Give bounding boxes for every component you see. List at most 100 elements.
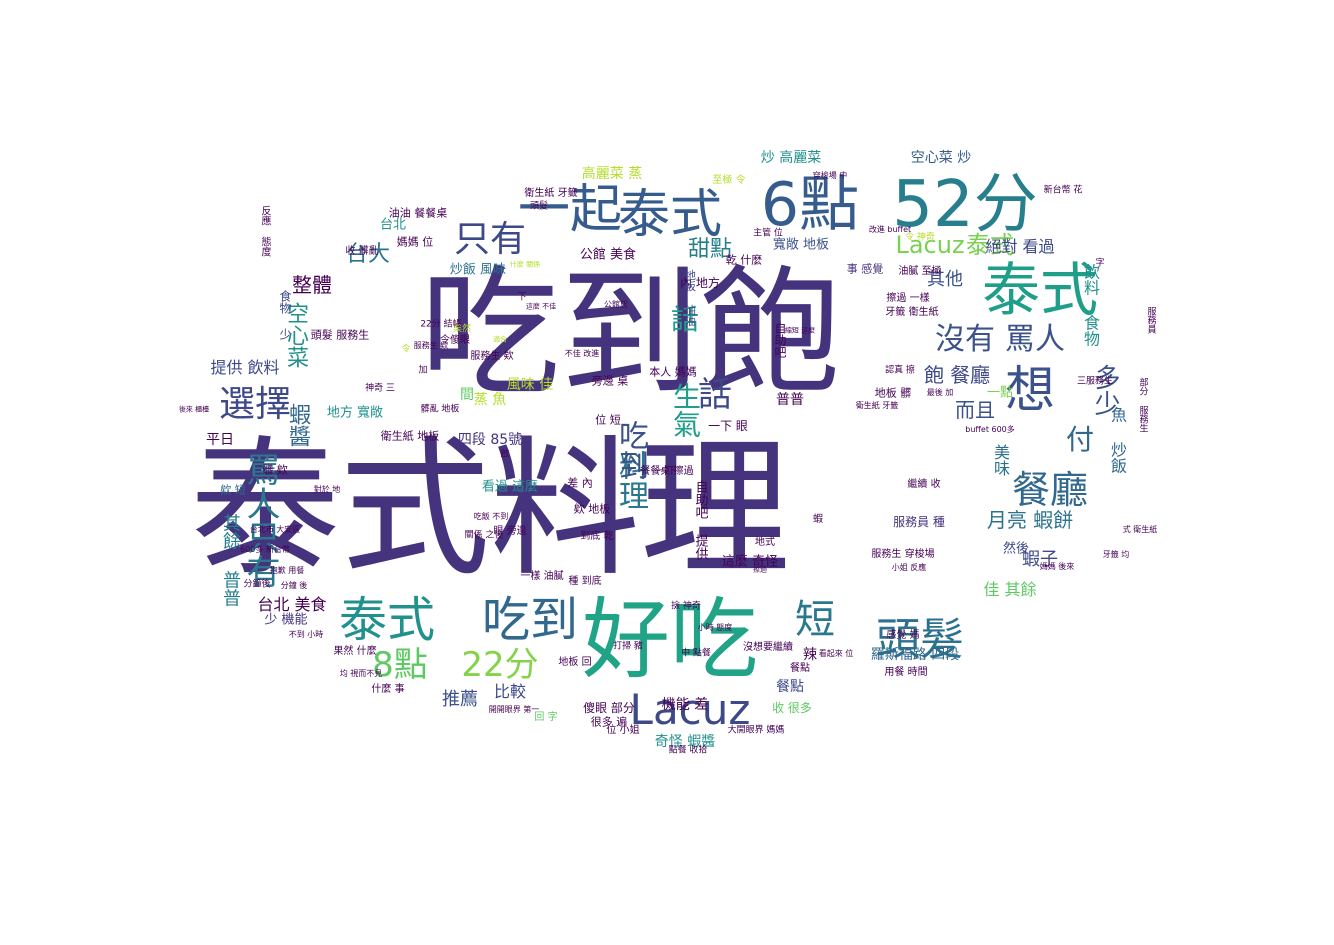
cloud-word: 媽媽 位: [396, 235, 434, 249]
cloud-word: 髒 欸: [262, 463, 288, 477]
cloud-word: 什麼 關係: [509, 260, 541, 269]
cloud-word: 平日: [206, 432, 234, 448]
cloud-word: 關係 之後: [464, 530, 504, 541]
cloud-word: 一點: [986, 385, 1014, 401]
cloud-word: 均 視而不見: [339, 669, 383, 678]
cloud-word: 台北 美食: [257, 595, 327, 614]
cloud-word: 高麗菜 蒸: [581, 166, 643, 182]
cloud-word: 油膩 至極: [898, 266, 942, 277]
cloud-word: buffet 600多: [965, 425, 1015, 434]
cloud-word: 看過 這麼: [481, 479, 539, 495]
cloud-word: 22分: [461, 645, 539, 685]
cloud-word: 提供 飲料: [210, 358, 280, 377]
cloud-word: 短: [795, 597, 835, 643]
cloud-word: 話: [698, 375, 732, 415]
cloud-word: 8點: [372, 645, 428, 685]
cloud-word: 欸 地板: [573, 502, 611, 516]
cloud-word: 佳 其餘: [983, 580, 1037, 599]
cloud-word: 服務生 欸: [470, 351, 514, 362]
cloud-word: 泰式: [338, 592, 436, 648]
cloud-word: 沒有: [935, 322, 995, 357]
cloud-word: 6點: [760, 170, 860, 240]
cloud-word: 頭髮: [529, 201, 549, 212]
cloud-word: 一下 眼: [708, 419, 748, 433]
cloud-word: 生氣: [669, 382, 702, 438]
cloud-word: 這麼 不佳: [525, 302, 557, 311]
cloud-word: 反應 態度: [259, 205, 270, 257]
cloud-word: 炒飯 風味: [449, 262, 507, 278]
cloud-word: 牙籤 衛生紙: [885, 307, 939, 318]
cloud-word: 什麼 事: [371, 684, 405, 695]
cloud-word: 地方 寬敞: [326, 405, 384, 421]
cloud-word: 適合: [493, 335, 507, 344]
cloud-word: 開開眼界 第一: [488, 705, 540, 714]
cloud-word: 而且: [955, 398, 995, 422]
cloud-word: 一下: [657, 466, 677, 477]
cloud-word: 加: [418, 365, 428, 376]
cloud-word: 回 字: [534, 712, 558, 723]
cloud-word: 吃飯 不到: [473, 512, 509, 521]
cloud-word: 大開眼界 媽媽: [727, 725, 785, 736]
cloud-word: 穿梭場 中: [812, 171, 848, 180]
cloud-word: 月亮 蝦餅: [986, 508, 1074, 532]
cloud-word: 分鐘後: [243, 579, 271, 590]
cloud-word: 餐點: [776, 679, 804, 695]
cloud-word: 擦過 一樣: [886, 293, 930, 304]
cloud-word: 油油 餐餐桌: [388, 206, 448, 220]
cloud-word: 餐餐桌 擦過: [640, 466, 694, 477]
cloud-word: 泰式: [617, 185, 723, 245]
cloud-word: 到底 乾: [580, 531, 614, 542]
cloud-word: 選擇: [218, 384, 292, 425]
cloud-word: 少 機能: [264, 612, 308, 628]
cloud-word: 服務生 穿梭場: [871, 549, 935, 560]
cloud-word: 擦過: [753, 565, 767, 574]
cloud-word: 然後: [1002, 541, 1030, 557]
cloud-word: 餐廳: [1011, 468, 1089, 512]
cloud-word: 台北: [379, 217, 407, 233]
cloud-word: 中 點餐: [681, 648, 711, 659]
cloud-word: 牙籤 均: [1102, 550, 1130, 559]
cloud-word: 縮短 這麼: [784, 326, 816, 335]
cloud-word: 台大: [345, 242, 391, 267]
cloud-word: 部分 服務生: [1137, 377, 1148, 433]
cloud-word: 欸 短: [220, 483, 246, 497]
cloud-word: 美味: [991, 444, 1010, 476]
cloud-word: 衛生紙 牙籤: [524, 188, 578, 199]
cloud-word: 內 地方: [680, 276, 720, 290]
cloud-word: 媽媽 後來: [1039, 562, 1075, 571]
cloud-word: 料理: [613, 450, 648, 510]
cloud-word: 看起來 位: [818, 649, 854, 658]
cloud-word: 這麼 奇怪: [721, 554, 779, 570]
cloud-word: 風味 佳: [506, 377, 554, 393]
cloud-word: 式 衛生紙: [1122, 525, 1158, 534]
cloud-word: 52分: [892, 168, 1038, 242]
cloud-word: 地式: [755, 537, 775, 548]
cloud-word: 感覺 媽: [886, 630, 920, 641]
cloud-word: 地板 髒: [874, 386, 912, 400]
cloud-word: 乾 什麼: [725, 253, 763, 267]
cloud-word: 服務員 種: [893, 515, 945, 529]
cloud-word: 公館店: [604, 300, 628, 309]
cloud-word: 令傻眼: [440, 335, 470, 346]
cloud-word: Lacuz: [895, 231, 965, 259]
cloud-word: 吃到: [481, 592, 579, 648]
cloud-word: 四段 85號: [457, 432, 523, 448]
cloud-word: 不佳 改進: [564, 349, 600, 358]
cloud-word: 果然: [452, 324, 472, 335]
cloud-word: 事 感覺: [846, 262, 884, 276]
cloud-word: 600多 新台幣: [240, 545, 290, 554]
cloud-word: 收 很多: [772, 701, 812, 715]
cloud-word: 髒亂 地板: [420, 404, 460, 415]
cloud-word: 打掃 豬: [613, 641, 643, 652]
cloud-word: 其餘 普普: [220, 513, 241, 607]
cloud-word: 種 到底: [568, 576, 602, 587]
cloud-word: 不到 小時: [288, 630, 324, 639]
cloud-word: 服務生 欸: [413, 341, 449, 350]
cloud-word: 地板 油油: [683, 269, 697, 327]
cloud-word: 眼 旁邊: [493, 526, 527, 537]
cloud-word: 吃到飽: [419, 253, 841, 416]
cloud-word: 下: [517, 292, 527, 303]
cloud-word: 話: [670, 303, 700, 336]
cloud-word: 罵人只有: [240, 452, 280, 588]
